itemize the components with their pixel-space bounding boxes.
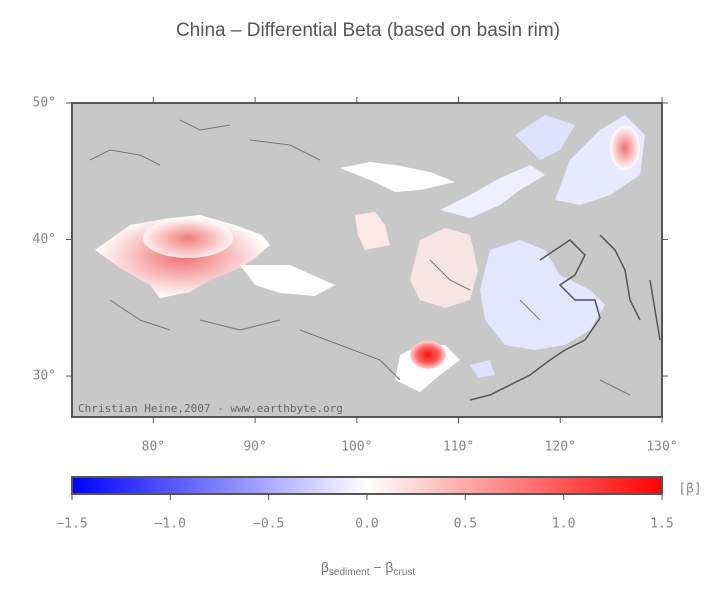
basin (610, 126, 640, 170)
basin (470, 360, 495, 378)
basin (440, 165, 545, 218)
colorbar-tick-label: 0.5 (454, 517, 477, 532)
coastline (649, 279, 661, 341)
colorbar-tick-label: 1.0 (552, 517, 575, 532)
river (89, 119, 631, 396)
map-frame (71, 102, 663, 418)
coastline (599, 234, 641, 321)
label-part: crust (393, 567, 415, 578)
basin (240, 265, 335, 296)
colorbar-unit: [β] (678, 482, 701, 497)
x-tick-label: 80° (142, 440, 165, 455)
y-tick-label: 30° (33, 369, 56, 384)
colorbar-label: βsediment − βcrust (321, 559, 416, 578)
label-part: β (321, 559, 329, 575)
x-tick-label: 120° (545, 440, 576, 455)
label-part: − β (369, 559, 393, 575)
colorbar-tick-label: −1.0 (155, 517, 186, 532)
basin (410, 228, 478, 308)
title: China – Differential Beta (based on basi… (176, 20, 560, 41)
colorbar-tick-label: 0.0 (355, 517, 378, 532)
label-part: sediment (329, 567, 370, 578)
x-tick-label: 90° (243, 440, 266, 455)
credit: Christian Heine,2007 - www.earthbyte.org (78, 402, 343, 415)
colorbar-tick-label: −1.5 (56, 517, 87, 532)
colorbar-tick-label: −0.5 (253, 517, 284, 532)
y-tick-label: 40° (33, 232, 56, 247)
basin (480, 240, 605, 350)
map: Christian Heine,2007 - www.earthbyte.org (71, 102, 663, 418)
basin (340, 162, 455, 192)
x-tick-label: 130° (646, 440, 677, 455)
basin (355, 212, 390, 250)
basin (143, 218, 233, 258)
basin (410, 341, 446, 369)
coastline (469, 239, 601, 401)
y-tick-label: 50° (33, 96, 56, 111)
colorbar (71, 476, 663, 495)
colorbar-tick-label: 1.5 (650, 517, 673, 532)
basin (515, 115, 575, 160)
x-tick-label: 110° (443, 440, 474, 455)
x-tick-label: 100° (341, 440, 372, 455)
